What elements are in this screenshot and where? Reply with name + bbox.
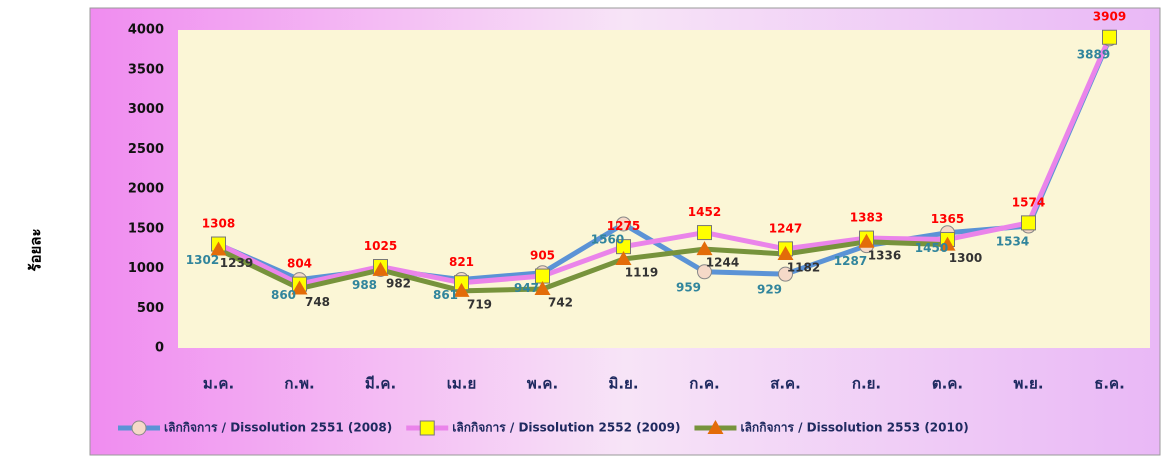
data-label: 804 bbox=[287, 257, 312, 271]
data-label: 947 bbox=[514, 281, 539, 295]
data-label: 1560 bbox=[591, 232, 624, 246]
data-label: 982 bbox=[386, 276, 411, 290]
x-tick-label: ก.พ. bbox=[284, 375, 314, 393]
y-axis-label: ร้อยละ bbox=[27, 228, 45, 271]
legend-label: เลิกกิจการ / Dissolution 2553 (2010) bbox=[740, 421, 968, 435]
data-label: 1574 bbox=[1012, 195, 1045, 209]
data-label: 1308 bbox=[202, 217, 235, 231]
x-tick-label: พ.ย. bbox=[1013, 375, 1043, 393]
plot-area bbox=[178, 30, 1150, 348]
x-tick-label: ก.ค. bbox=[689, 375, 720, 393]
y-tick-label: 500 bbox=[137, 301, 164, 316]
data-label: 1182 bbox=[787, 261, 820, 275]
data-point bbox=[939, 236, 956, 251]
y-tick-label: 3500 bbox=[128, 62, 164, 77]
data-point bbox=[291, 280, 308, 295]
data-label: 861 bbox=[433, 288, 458, 302]
data-point bbox=[453, 282, 470, 297]
y-tick-label: 1000 bbox=[128, 261, 164, 276]
data-label: 3909 bbox=[1093, 10, 1126, 24]
data-label: 988 bbox=[352, 278, 377, 292]
data-label: 1247 bbox=[769, 221, 802, 235]
legend-marker bbox=[131, 420, 147, 436]
data-point bbox=[210, 241, 227, 256]
data-label: 1450 bbox=[915, 241, 948, 255]
data-point bbox=[615, 251, 632, 266]
data-label: 1239 bbox=[220, 256, 253, 270]
data-label: 1452 bbox=[688, 205, 721, 219]
data-point bbox=[534, 281, 551, 296]
data-label: 959 bbox=[676, 280, 701, 294]
data-point bbox=[777, 246, 794, 261]
y-tick-label: 0 bbox=[155, 341, 164, 356]
x-tick-label: เม.ย bbox=[447, 375, 477, 393]
y-tick-label: 1500 bbox=[128, 221, 164, 236]
data-point bbox=[778, 266, 793, 282]
series-line bbox=[217, 239, 948, 294]
data-label: 860 bbox=[271, 288, 296, 302]
data-point bbox=[697, 225, 712, 241]
legend-label: เลิกกิจการ / Dissolution 2552 (2009) bbox=[452, 421, 680, 435]
x-tick-label: ธ.ค. bbox=[1094, 375, 1125, 393]
data-label: 719 bbox=[467, 297, 492, 311]
data-point bbox=[1021, 215, 1036, 231]
y-tick-label: 2000 bbox=[128, 182, 164, 197]
data-label: 1275 bbox=[607, 219, 640, 233]
legend-marker bbox=[707, 420, 724, 434]
data-label: 1383 bbox=[850, 211, 883, 225]
x-tick-label: ก.ย. bbox=[852, 375, 881, 393]
data-point bbox=[372, 261, 389, 276]
data-label: 748 bbox=[305, 295, 330, 309]
y-tick-label: 2500 bbox=[128, 142, 164, 157]
data-label: 1119 bbox=[625, 266, 658, 280]
data-label: 1300 bbox=[949, 251, 982, 265]
data-label: 1365 bbox=[931, 212, 964, 226]
x-tick-label: มี.ค. bbox=[365, 375, 396, 393]
data-point bbox=[696, 241, 713, 256]
data-label: 821 bbox=[449, 255, 474, 269]
data-point bbox=[697, 264, 712, 280]
legend-marker bbox=[419, 420, 435, 436]
data-label: 929 bbox=[757, 283, 782, 297]
legend-label: เลิกกิจการ / Dissolution 2551 (2008) bbox=[164, 421, 392, 435]
y-tick-label: 4000 bbox=[128, 23, 164, 38]
data-label: 1336 bbox=[868, 248, 901, 262]
data-label: 742 bbox=[548, 296, 573, 310]
data-point bbox=[616, 216, 631, 232]
x-tick-label: พ.ค. bbox=[527, 375, 558, 393]
x-tick-label: ส.ค. bbox=[770, 375, 801, 393]
x-tick-label: ม.ค. bbox=[203, 375, 234, 393]
y-tick-label: 3000 bbox=[128, 102, 164, 117]
data-point bbox=[858, 233, 875, 248]
x-tick-label: มิ.ย. bbox=[608, 375, 638, 393]
data-label: 3889 bbox=[1077, 47, 1110, 61]
data-label: 905 bbox=[530, 249, 555, 263]
data-point bbox=[1102, 29, 1117, 45]
series-line bbox=[217, 36, 1112, 287]
data-label: 1025 bbox=[364, 239, 397, 253]
data-label: 1244 bbox=[706, 256, 739, 270]
data-label: 1302 bbox=[186, 253, 219, 267]
x-tick-label: ต.ค. bbox=[932, 375, 963, 393]
data-label: 1534 bbox=[996, 235, 1029, 249]
data-label: 1287 bbox=[834, 254, 867, 268]
